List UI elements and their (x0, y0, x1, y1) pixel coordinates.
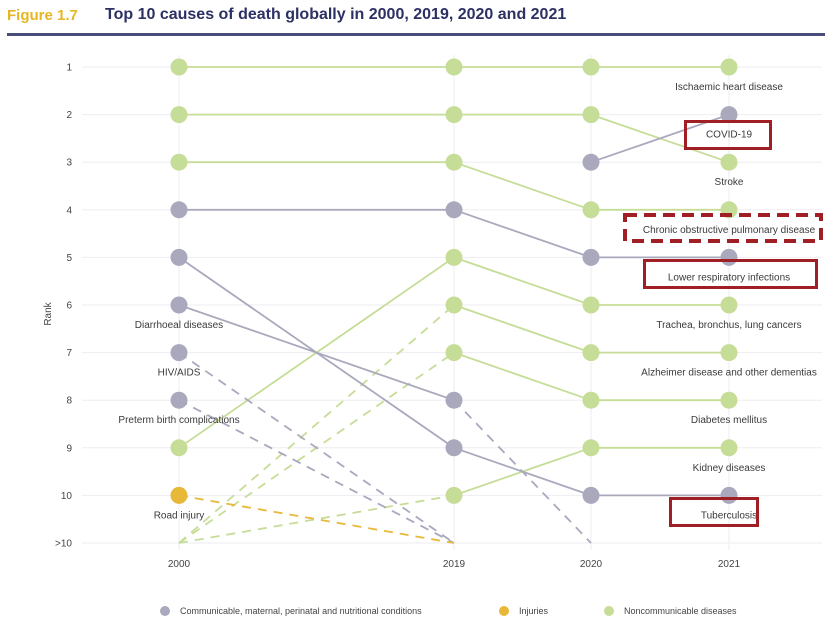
point-road-injury (170, 486, 188, 504)
point-stroke (582, 106, 600, 124)
legend-swatch-noncommunicable (604, 606, 614, 616)
highlight-box-lower-respiratory-infections (643, 259, 818, 289)
point-chronic-obstructive-pulmonary-disease (445, 153, 463, 171)
highlight-rect (623, 213, 823, 243)
line-preterm-birth-complications (178, 399, 455, 544)
point-tuberculosis (170, 248, 188, 266)
label-ischaemic-heart-disease: Ischaemic heart disease (675, 82, 783, 93)
label-preterm-birth-complications: Preterm birth complications (118, 415, 239, 426)
x-tick-label: 2020 (580, 559, 603, 570)
point-lower-respiratory-infections (445, 201, 463, 219)
line-kidney-diseases (178, 494, 455, 544)
y-tick-label: 9 (66, 443, 72, 454)
point-kidney-diseases (582, 439, 600, 457)
figure-header: Figure 1.7 Top 10 causes of death global… (7, 5, 827, 33)
y-tick-label: 1 (66, 63, 72, 74)
y-tick-label: 7 (66, 348, 72, 359)
line-lower-respiratory-infections (453, 208, 592, 259)
line-alzheimer-disease-and-other-dementias (453, 304, 592, 354)
highlight-box-covid-19 (684, 120, 772, 150)
point-covid-19 (582, 153, 600, 171)
point-tuberculosis (582, 486, 600, 504)
x-tick-label: 2021 (718, 559, 741, 570)
point-diarrhoeal-diseases (445, 391, 463, 409)
line-diabetes-mellitus (453, 351, 592, 402)
label-hiv-aids: HIV/AIDS (158, 368, 201, 379)
legend-label-injuries: Injuries (519, 606, 549, 616)
legend-swatch-communicable (160, 606, 170, 616)
legend-item-injuries: Injuries (499, 606, 548, 616)
highlight-box-chronic-obstructive-pulmonary-disease (623, 213, 823, 243)
label-diabetes-mellitus: Diabetes mellitus (691, 415, 767, 426)
line-trachea-bronchus-lung-cancers (453, 256, 592, 306)
point-tuberculosis (445, 439, 463, 457)
label-diarrhoeal-diseases: Diarrhoeal diseases (135, 320, 223, 331)
highlight-box-tuberculosis (669, 497, 759, 527)
y-tick-label: >10 (55, 539, 72, 550)
point-stroke (720, 153, 738, 171)
point-kidney-diseases (720, 439, 738, 457)
point-ischaemic-heart-disease (445, 58, 463, 76)
y-tick-label: 8 (66, 396, 72, 407)
point-trachea-bronchus-lung-cancers (170, 439, 188, 457)
title-divider (7, 33, 825, 36)
label-lower-respiratory-infections: Lower respiratory infections (668, 272, 790, 283)
point-diabetes-mellitus (445, 344, 463, 362)
line-alzheimer-disease-and-other-dementias (178, 304, 455, 544)
line-road-injury (178, 494, 455, 544)
legend-label-noncommunicable: Noncommunicable diseases (624, 606, 737, 616)
figure-title: Top 10 causes of death globally in 2000,… (105, 6, 567, 23)
legend-item-noncommunicable: Noncommunicable diseases (604, 606, 737, 616)
point-chronic-obstructive-pulmonary-disease (170, 153, 188, 171)
y-tick-label: 4 (66, 205, 72, 216)
line-hiv-aids (178, 351, 455, 544)
label-stroke: Stroke (715, 177, 744, 188)
label-alzheimer-disease-and-other-dementias: Alzheimer disease and other dementias (641, 368, 817, 379)
point-trachea-bronchus-lung-cancers (445, 248, 463, 266)
label-road-injury: Road injury (154, 510, 205, 521)
point-trachea-bronchus-lung-cancers (720, 296, 738, 314)
point-ischaemic-heart-disease (170, 58, 188, 76)
point-ischaemic-heart-disease (582, 58, 600, 76)
label-covid-19: COVID-19 (706, 130, 753, 141)
label-kidney-diseases: Kidney diseases (693, 463, 766, 474)
y-tick-label: 3 (66, 158, 72, 169)
point-alzheimer-disease-and-other-dementias (720, 344, 738, 362)
point-ischaemic-heart-disease (720, 58, 738, 76)
point-diabetes-mellitus (582, 391, 600, 409)
y-tick-label: 2 (66, 110, 72, 121)
point-diarrhoeal-diseases (170, 296, 188, 314)
figure-number: Figure 1.7 (7, 7, 78, 24)
point-diabetes-mellitus (720, 391, 738, 409)
label-chronic-obstructive-pulmonary-disease: Chronic obstructive pulmonary disease (643, 225, 816, 236)
y-axis-label: Rank (43, 301, 54, 325)
label-tuberculosis: Tuberculosis (701, 510, 757, 521)
label-trachea-bronchus-lung-cancers: Trachea, bronchus, lung cancers (656, 320, 801, 331)
legend: Communicable, maternal, perinatal and nu… (0, 606, 833, 622)
point-stroke (445, 106, 463, 124)
point-chronic-obstructive-pulmonary-disease (582, 201, 600, 219)
legend-label-communicable: Communicable, maternal, perinatal and nu… (180, 606, 422, 616)
point-alzheimer-disease-and-other-dementias (582, 344, 600, 362)
y-tick-label: 6 (66, 301, 72, 312)
point-covid-19 (720, 106, 738, 124)
line-chronic-obstructive-pulmonary-disease (453, 161, 592, 211)
point-preterm-birth-complications (170, 391, 188, 409)
point-alzheimer-disease-and-other-dementias (445, 296, 463, 314)
y-tick-label: 10 (61, 491, 73, 502)
point-stroke (170, 106, 188, 124)
legend-swatch-injuries (499, 606, 509, 616)
point-hiv-aids (170, 344, 188, 362)
y-tick-label: 5 (66, 253, 72, 264)
point-lower-respiratory-infections (170, 201, 188, 219)
point-kidney-diseases (445, 486, 463, 504)
x-tick-label: 2019 (443, 559, 466, 570)
line-diarrhoeal-diseases (453, 399, 592, 544)
line-diarrhoeal-diseases (178, 304, 455, 402)
point-trachea-bronchus-lung-cancers (582, 296, 600, 314)
legend-item-communicable: Communicable, maternal, perinatal and nu… (160, 606, 422, 616)
x-tick-label: 2000 (168, 559, 191, 570)
point-lower-respiratory-infections (582, 248, 600, 266)
